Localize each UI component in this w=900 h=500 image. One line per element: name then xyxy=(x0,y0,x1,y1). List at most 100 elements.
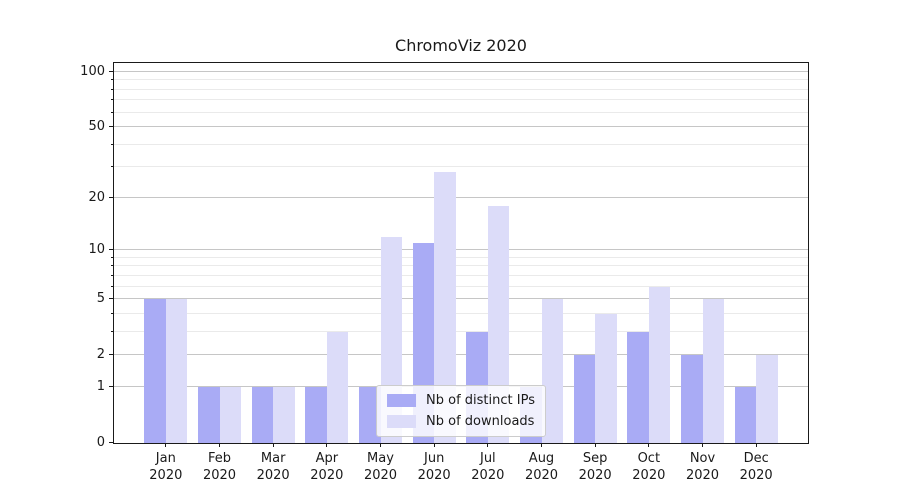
bar-downloads-oct xyxy=(648,286,671,443)
gridline-major-2 xyxy=(114,353,808,355)
gridline-minor-30 xyxy=(114,165,808,167)
legend-label-distinct-ips: Nb of distinct IPs xyxy=(426,393,535,408)
gridline-minor-3 xyxy=(114,330,808,332)
y-tick-label-10: 10 xyxy=(88,242,105,258)
y-tick-major-100 xyxy=(109,71,114,73)
bar-distinct-ips-feb xyxy=(198,387,220,443)
y-tick-major-20 xyxy=(109,197,114,199)
x-tick-jan xyxy=(165,443,167,447)
bar-group-feb xyxy=(198,63,241,443)
gridline-minor-7 xyxy=(114,274,808,276)
x-tick-label-nov: Nov 2020 xyxy=(667,450,739,484)
bar-distinct-ips-mar xyxy=(251,387,274,443)
x-tick-label-month-may: May xyxy=(367,451,394,466)
gridline-minor-8 xyxy=(114,265,808,267)
legend-label-downloads: Nb of downloads xyxy=(426,414,535,429)
x-tick-label-aug: Aug 2020 xyxy=(506,450,578,484)
month-slot-feb xyxy=(193,63,247,443)
x-tick-label-oct: Oct 2020 xyxy=(613,450,685,484)
gridline-minor-90 xyxy=(114,79,808,81)
y-tick-major-0 xyxy=(109,442,114,443)
x-tick-label-year-jun: 2020 xyxy=(417,468,451,483)
x-tick-label-month-oct: Oct xyxy=(637,451,661,466)
y-tick-label-0: 0 xyxy=(96,435,105,450)
x-tick-label-month-jun: Jun xyxy=(424,451,445,466)
x-tick-label-may: May 2020 xyxy=(345,450,417,484)
y-tick-minor-70 xyxy=(111,99,114,101)
bar-group-dec xyxy=(734,63,778,443)
bar-distinct-ips-apr xyxy=(305,387,327,443)
x-tick-label-apr: Apr 2020 xyxy=(291,450,363,484)
x-axis-labels: Jan 2020 Feb 2020 Mar 2020 Apr 2020 May 2020 Jun 20… xyxy=(113,450,809,490)
y-tick-major-50 xyxy=(109,125,114,127)
x-tick-label-year-dec: 2020 xyxy=(739,468,773,483)
x-tick-jul xyxy=(487,443,489,447)
bar-downloads-sep xyxy=(595,313,617,443)
bar-distinct-ips-nov xyxy=(681,354,703,443)
x-tick-label-year-oct: 2020 xyxy=(632,468,666,483)
bar-downloads-jan xyxy=(165,298,188,443)
x-tick-label-year-may: 2020 xyxy=(363,468,398,483)
y-tick-label-1: 1 xyxy=(96,379,105,395)
gridline-major-10 xyxy=(114,249,808,251)
bar-group-apr xyxy=(305,63,349,443)
x-tick-label-jul: Jul 2020 xyxy=(452,450,524,484)
y-tick-label-20: 20 xyxy=(88,190,105,206)
x-tick-label-year-mar: 2020 xyxy=(256,468,290,483)
x-tick-label-year-jan: 2020 xyxy=(149,468,183,483)
gridline-minor-4 xyxy=(114,312,808,314)
x-tick-label-year-apr: 2020 xyxy=(310,468,344,483)
legend: Nb of distinct IPs Nb of downloads xyxy=(376,385,546,437)
x-tick-label-month-nov: Nov xyxy=(689,451,716,466)
legend-item-downloads: Nb of downloads xyxy=(387,414,535,429)
y-tick-minor-80 xyxy=(111,88,114,90)
legend-swatch-distinct-ips xyxy=(387,394,417,407)
bar-distinct-ips-oct xyxy=(627,331,649,443)
y-tick-major-1 xyxy=(109,386,114,388)
gridline-minor-70 xyxy=(114,99,808,101)
month-slot-oct xyxy=(622,63,676,443)
x-tick-label-jan: Jan 2020 xyxy=(130,450,202,484)
x-tick-label-month-mar: Mar xyxy=(260,451,286,466)
legend-item-distinct-ips: Nb of distinct IPs xyxy=(387,393,535,408)
y-tick-label-5: 5 xyxy=(96,290,105,306)
y-tick-label-100: 100 xyxy=(80,64,105,80)
bar-distinct-ips-jan xyxy=(144,298,166,443)
x-tick-label-month-apr: Apr xyxy=(315,451,339,466)
x-tick-oct xyxy=(648,443,650,447)
y-tick-minor-4 xyxy=(111,312,114,314)
gridline-minor-40 xyxy=(114,143,808,145)
bar-distinct-ips-may xyxy=(359,387,381,443)
gridline-major-20 xyxy=(114,197,808,199)
bar-distinct-ips-dec xyxy=(734,387,757,443)
x-tick-label-sep: Sep 2020 xyxy=(559,450,631,484)
gridline-major-100 xyxy=(114,71,808,73)
y-tick-minor-40 xyxy=(111,143,114,145)
x-tick-mar xyxy=(272,443,274,447)
month-slot-sep xyxy=(568,63,622,443)
gridline-minor-6 xyxy=(114,285,808,287)
legend-swatch-downloads xyxy=(387,415,417,428)
bar-distinct-ips-sep xyxy=(573,354,596,443)
bar-group-sep xyxy=(573,63,617,443)
y-tick-major-5 xyxy=(109,297,114,299)
gridline-major-5 xyxy=(114,297,808,299)
x-tick-label-dec: Dec 2020 xyxy=(720,450,792,484)
y-tick-label-2: 2 xyxy=(96,346,105,362)
y-tick-major-2 xyxy=(109,353,114,355)
x-tick-apr xyxy=(326,443,328,447)
bar-group-oct xyxy=(627,63,671,443)
y-tick-minor-7 xyxy=(111,274,114,276)
y-tick-minor-3 xyxy=(111,330,114,332)
bar-group-mar xyxy=(251,63,295,443)
gridline-minor-9 xyxy=(114,256,808,258)
x-tick-may xyxy=(380,443,381,447)
x-tick-label-year-feb: 2020 xyxy=(202,468,237,483)
x-tick-feb xyxy=(219,443,220,447)
bar-downloads-mar xyxy=(273,387,295,443)
y-tick-major-10 xyxy=(109,249,114,251)
bar-downloads-dec xyxy=(756,354,778,443)
x-tick-label-month-jan: Jan xyxy=(155,451,176,466)
x-tick-label-mar: Mar 2020 xyxy=(237,450,309,484)
